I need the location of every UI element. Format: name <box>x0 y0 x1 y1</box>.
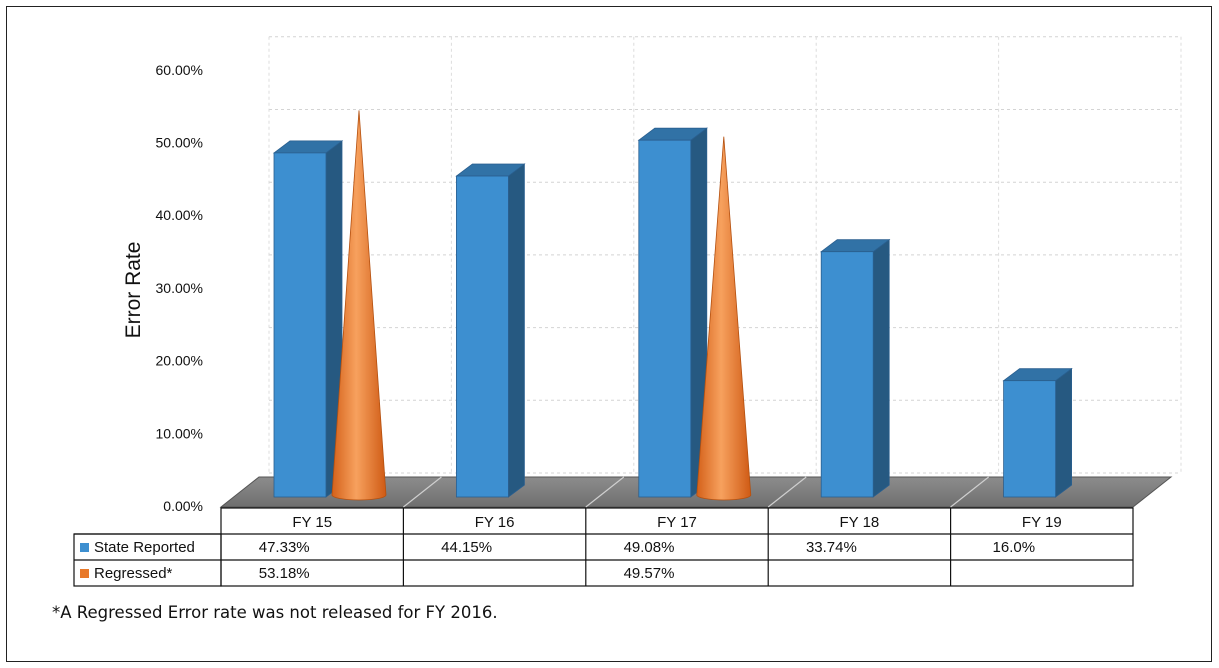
y-tick-label: 30.00% <box>156 280 203 296</box>
data-table: FY 15 FY 16 FY 17 FY 18 FY 19 State Reported 4… <box>73 507 1134 587</box>
floor-divider <box>585 476 625 508</box>
y-axis-label: Error Rate <box>122 242 145 339</box>
bar-front <box>638 139 692 498</box>
bar-state-reported-fy-17 <box>637 127 708 498</box>
legend-swatch <box>80 543 89 552</box>
bar-state-reported-fy-19 <box>1002 367 1073 498</box>
cone-body <box>331 110 387 501</box>
bar-state-reported-fy-15 <box>272 140 344 498</box>
bar-side <box>1055 367 1072 498</box>
cone-body <box>696 136 752 501</box>
y-tick-label: 60.00% <box>156 62 203 78</box>
bar-front <box>273 152 327 498</box>
chart-frame <box>6 6 1212 662</box>
bar-state-reported-fy-18 <box>820 238 891 498</box>
x-tick-label: FY 17 <box>657 514 697 531</box>
legend-label: Regressed* <box>94 565 173 582</box>
bar-front <box>820 251 874 498</box>
y-tick-label: 10.00% <box>156 425 203 441</box>
bar-front <box>455 175 509 498</box>
floor-divider <box>403 476 442 508</box>
y-tick-label: 0.00% <box>163 498 203 514</box>
data-label: 49.08% <box>624 539 675 556</box>
x-tick-label: FY 19 <box>1022 514 1062 531</box>
chart-marks <box>272 110 1073 501</box>
legend-swatch <box>80 569 89 578</box>
bar-front <box>1003 380 1056 498</box>
x-tick-label: FY 18 <box>840 514 880 531</box>
bar-state-reported-fy-16 <box>455 163 526 498</box>
x-tick-label: FY 16 <box>475 514 515 531</box>
data-label: 33.74% <box>806 539 857 556</box>
data-label: 53.18% <box>259 565 310 582</box>
data-label: 44.15% <box>441 539 492 556</box>
bar-side <box>507 163 525 498</box>
y-axis: 0.00% 10.00% 20.00% 30.00% 40.00% 50.00% 60.00… <box>122 62 203 514</box>
y-tick-label: 50.00% <box>156 135 203 151</box>
cone-regressed-fy-17 <box>696 136 752 501</box>
footnote: *A Regressed Error rate was not released… <box>52 603 498 622</box>
y-tick-label: 40.00% <box>156 207 203 223</box>
floor-divider <box>950 476 989 508</box>
cone-regressed-fy-15 <box>331 110 387 501</box>
legend-label: State Reported <box>94 539 195 556</box>
data-label: 47.33% <box>259 539 310 556</box>
data-label: 49.57% <box>624 565 675 582</box>
x-tick-label: FY 15 <box>292 514 332 531</box>
data-label: 16.0% <box>993 539 1036 556</box>
y-tick-label: 20.00% <box>156 353 203 369</box>
floor-divider <box>767 476 807 508</box>
bar-side <box>872 238 890 498</box>
